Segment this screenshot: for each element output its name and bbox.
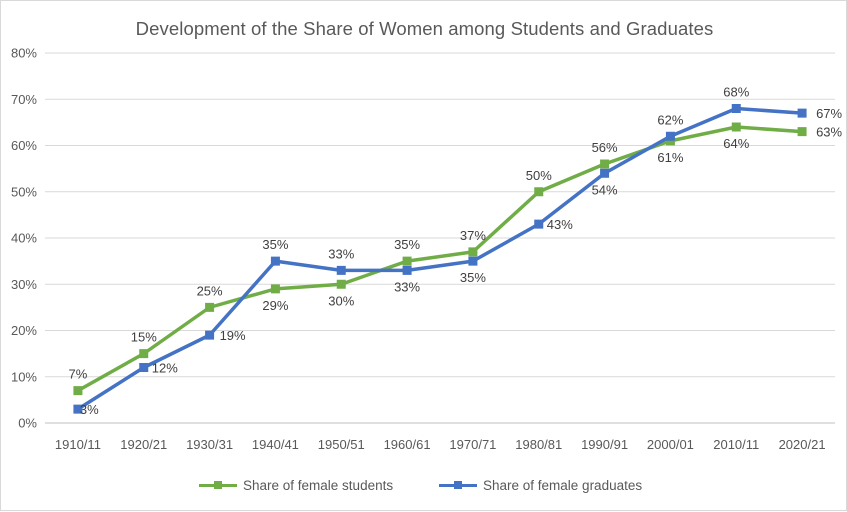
data-label-graduates: 43% (547, 217, 573, 232)
series-line-students (76, 125, 804, 393)
data-label-graduates: 3% (80, 402, 99, 417)
data-point-graduates (402, 265, 412, 275)
data-label-graduates: 33% (394, 279, 420, 294)
legend: Share of female students Share of female… (1, 475, 847, 495)
series-line-graduates (76, 106, 804, 411)
data-label-students: 25% (197, 283, 223, 298)
data-point-graduates (797, 108, 807, 118)
data-label-students: 30% (328, 293, 354, 308)
x-tick-label: 1990/91 (581, 437, 628, 452)
data-point-graduates (139, 363, 149, 372)
data-point-graduates (73, 404, 83, 414)
x-tick-label: 1980/81 (515, 437, 562, 452)
data-point-graduates (336, 265, 346, 275)
data-point-graduates (468, 256, 478, 266)
data-point-students (797, 127, 807, 137)
legend-item-graduates: Share of female graduates (439, 475, 642, 495)
data-point-students (731, 122, 741, 132)
x-tick-label: 1930/31 (186, 437, 233, 452)
data-point-graduates (600, 168, 610, 178)
data-label-students: 35% (394, 237, 420, 252)
data-point-students (600, 159, 610, 169)
x-tick-label: 1910/11 (55, 437, 101, 452)
data-point-graduates (665, 131, 675, 141)
data-label-graduates: 35% (262, 237, 288, 252)
y-tick-label: 30% (11, 277, 37, 292)
data-point-graduates (270, 256, 280, 266)
y-tick-label: 20% (11, 323, 37, 338)
y-tick-label: 0% (18, 416, 37, 431)
data-point-students (270, 284, 280, 294)
data-point-graduates (534, 219, 544, 229)
legend-swatch-students (199, 475, 237, 495)
data-point-graduates (205, 330, 215, 340)
y-tick-label: 60% (11, 138, 37, 153)
data-point-students (73, 386, 83, 396)
data-point-students (402, 256, 412, 266)
x-tick-label: 2020/21 (779, 437, 826, 452)
legend-label-students: Share of female students (243, 477, 394, 493)
data-point-students (139, 349, 149, 359)
legend-swatch-graduates (439, 475, 477, 495)
y-tick-label: 80% (11, 46, 37, 61)
legend-label-graduates: Share of female graduates (483, 477, 643, 493)
data-label-students: 50% (526, 168, 552, 183)
y-tick-label: 50% (11, 184, 37, 199)
data-label-graduates: 62% (657, 112, 683, 127)
x-tick-label: 1970/71 (449, 437, 496, 452)
y-tick-label: 70% (11, 92, 37, 107)
legend-item-students: Share of female students (199, 475, 393, 495)
data-point-students (336, 279, 346, 289)
data-label-students: 7% (69, 367, 88, 382)
x-tick-label: 1960/61 (384, 437, 431, 452)
data-point-students (468, 247, 478, 257)
data-point-students (205, 302, 215, 312)
x-tick-label: 2000/01 (647, 437, 694, 452)
x-tick-label: 1950/51 (318, 437, 365, 452)
data-label-graduates: 19% (220, 328, 246, 343)
data-label-students: 63% (816, 125, 842, 140)
data-label-graduates: 12% (152, 361, 178, 376)
chart-title: Development of the Share of Women among … (135, 18, 714, 39)
x-tick-label: 1940/41 (252, 437, 299, 452)
data-label-graduates: 54% (592, 182, 618, 197)
data-label-students: 56% (592, 140, 618, 155)
data-label-students: 29% (262, 298, 288, 313)
data-label-students: 61% (657, 150, 683, 165)
data-label-graduates: 68% (723, 85, 749, 100)
x-tick-label: 2010/11 (713, 437, 759, 452)
x-tick-label: 1920/21 (120, 437, 167, 452)
data-label-graduates: 35% (460, 270, 486, 285)
data-point-students (665, 136, 675, 146)
data-label-students: 37% (460, 228, 486, 243)
data-point-students (534, 187, 544, 197)
y-tick-label: 10% (11, 369, 37, 384)
data-label-graduates: 33% (328, 246, 354, 261)
data-point-graduates (731, 104, 741, 113)
y-tick-label: 40% (11, 231, 37, 246)
data-label-graduates: 67% (816, 106, 842, 121)
data-label-students: 64% (723, 136, 749, 151)
data-label-students: 15% (131, 330, 157, 345)
